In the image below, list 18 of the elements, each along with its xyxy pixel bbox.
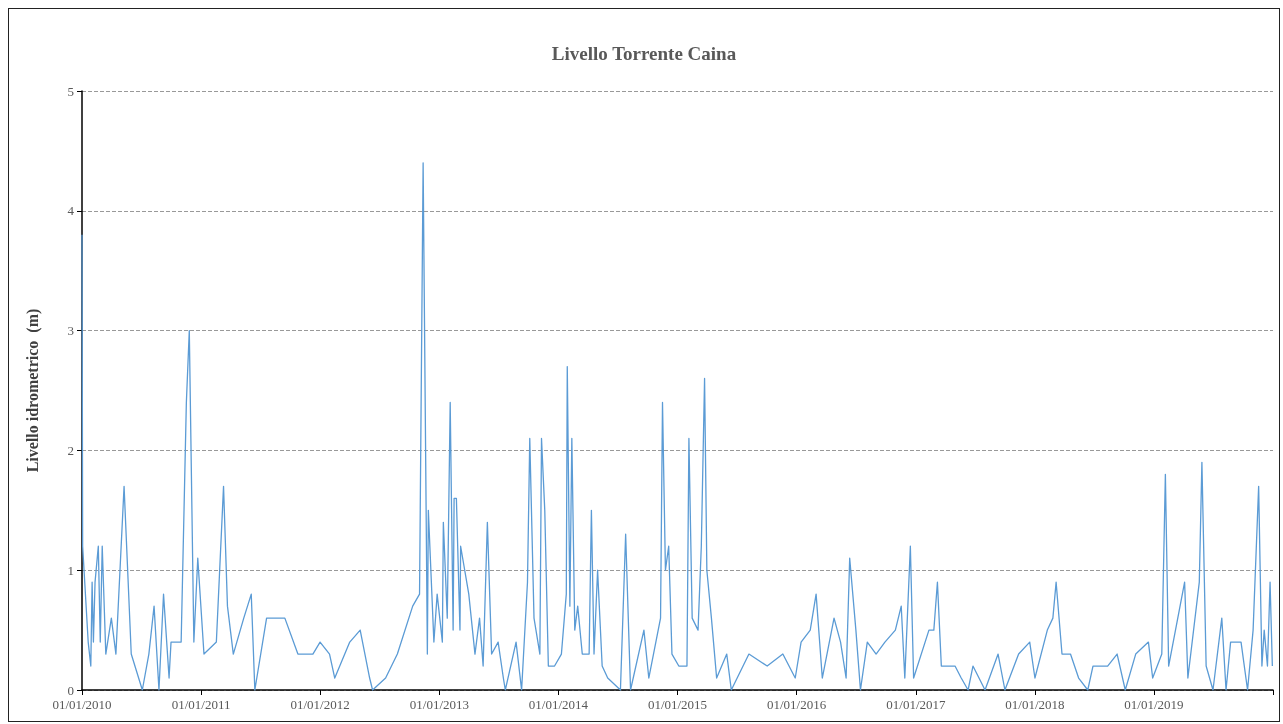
y-tick-label: 2: [67, 442, 74, 458]
y-tick-label: 0: [67, 682, 74, 698]
x-tick-label: 01/01/2019: [1124, 697, 1184, 712]
y-tick-label: 3: [67, 323, 74, 339]
y-tick-label: 1: [67, 562, 74, 578]
x-tick-label: 01/01/2015: [647, 697, 708, 712]
x-tick-label: 01/01/2014: [528, 697, 589, 712]
x-tick-label: 01/01/2017: [886, 697, 946, 712]
x-tick-label: 01/01/2013: [409, 697, 470, 712]
x-tick-label: 01/01/2012: [290, 697, 350, 712]
x-tick-label: 01/01/2016: [766, 697, 827, 712]
x-tick-label: 01/01/2010: [52, 697, 112, 712]
x-tick-label: 01/01/2011: [171, 697, 231, 712]
chart-title: Livello Torrente Caina: [551, 43, 737, 64]
y-tick-label: 4: [67, 203, 75, 219]
y-tick-label: 5: [67, 83, 74, 99]
y-axis-title: Livello idrometrico (m): [23, 308, 42, 473]
x-tick-label: 01/01/2018: [1005, 697, 1065, 712]
